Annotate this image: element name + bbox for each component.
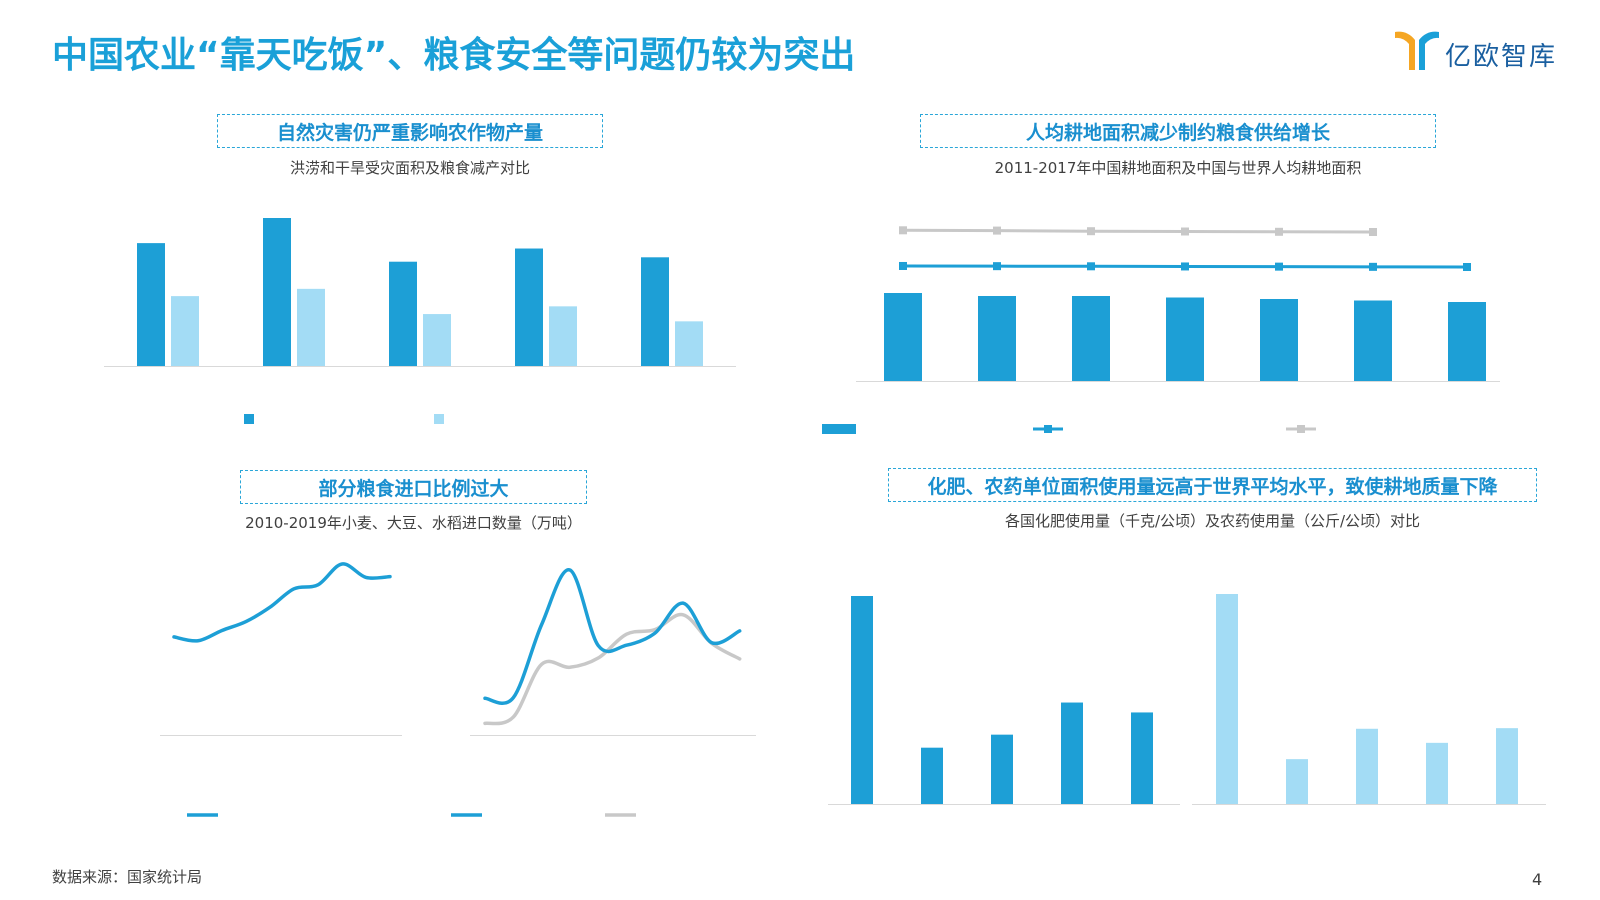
logo-text: 亿欧智库 bbox=[1445, 42, 1558, 72]
bar-arable-2017 bbox=[1448, 302, 1486, 381]
legend-marker bbox=[1297, 425, 1305, 433]
chart-subtitle-imports: 2010-2019年小麦、大豆、水稻进口数量（万吨） bbox=[245, 514, 582, 532]
bar-fertilizer-中国 bbox=[851, 596, 873, 804]
bar-affected-2017年 bbox=[389, 261, 417, 366]
page-title: 中国农业“靠天吃饭”、粮食安全等问题仍较为突出 bbox=[52, 35, 856, 76]
point-world-2011 bbox=[899, 226, 907, 235]
source-note: 数据来源：国家统计局 bbox=[52, 868, 203, 886]
bar-pesticide-英国 bbox=[1426, 742, 1448, 804]
series-line-wheat bbox=[483, 568, 742, 706]
bar-affected-2019年 bbox=[641, 257, 669, 366]
point-world-2014 bbox=[1181, 227, 1189, 236]
bar-fertilizer-法国 bbox=[991, 734, 1013, 804]
bar-damaged-2018年 bbox=[549, 306, 577, 366]
bar-damaged-2019年 bbox=[675, 321, 703, 366]
bar-pesticide-法国 bbox=[1356, 728, 1378, 804]
bar-fertilizer-英国 bbox=[1061, 702, 1083, 804]
bar-affected-2016年 bbox=[263, 218, 291, 366]
chart-subtitle-fertilizer: 各国化肥使用量（千克/公顷）及农药使用量（公斤/公顷）对比 bbox=[1004, 512, 1421, 530]
series-line-soybean bbox=[172, 562, 392, 643]
bar-arable-2015 bbox=[1260, 299, 1298, 381]
logo-icon bbox=[1395, 31, 1439, 71]
bar-damaged-2016年 bbox=[297, 288, 325, 366]
point-china-2011 bbox=[899, 261, 907, 270]
bar-arable-2013 bbox=[1072, 296, 1110, 381]
legend-marker bbox=[1044, 425, 1052, 433]
bar-pesticide-美国 bbox=[1286, 759, 1308, 804]
point-world-2013 bbox=[1087, 227, 1095, 236]
legend-swatch bbox=[434, 414, 444, 424]
bar-damaged-2017年 bbox=[423, 314, 451, 366]
bar-arable-2016 bbox=[1354, 300, 1392, 381]
series-line-world bbox=[902, 228, 1374, 234]
chart-subtitle-disaster: 洪涝和干旱受灾面积及粮食减产对比 bbox=[289, 159, 530, 177]
bar-affected-2015年 bbox=[137, 243, 165, 366]
bar-arable-2011 bbox=[884, 293, 922, 381]
point-china-2014 bbox=[1181, 262, 1189, 271]
point-china-2017 bbox=[1463, 263, 1471, 271]
legend-swatch bbox=[822, 424, 856, 434]
legend-swatch bbox=[244, 414, 254, 424]
bar-arable-2012 bbox=[978, 296, 1016, 381]
point-china-2013 bbox=[1087, 262, 1095, 271]
point-world-2016 bbox=[1369, 228, 1377, 236]
series-line-rice bbox=[483, 612, 742, 726]
section-title-imports: 部分粮食进口比例过大 bbox=[240, 470, 587, 504]
point-china-2015 bbox=[1275, 262, 1283, 271]
point-world-2012 bbox=[993, 226, 1001, 235]
point-china-2012 bbox=[993, 262, 1001, 271]
bar-affected-2018年 bbox=[515, 248, 543, 366]
section-title-land: 人均耕地面积减少制约粮食供给增长 bbox=[920, 114, 1436, 148]
page-number: 4 bbox=[1532, 870, 1543, 889]
bar-fertilizer-美国 bbox=[921, 747, 943, 804]
bar-fertilizer-日本 bbox=[1131, 712, 1153, 804]
section-title-disaster: 自然灾害仍严重影响农作物产量 bbox=[217, 114, 603, 148]
point-world-2015 bbox=[1275, 227, 1283, 236]
bar-pesticide-德国 bbox=[1496, 728, 1518, 804]
bar-pesticide-中国 bbox=[1216, 594, 1238, 804]
section-title-fertilizer: 化肥、农药单位面积使用量远高于世界平均水平，致使耕地质量下降 bbox=[888, 468, 1537, 502]
chart-subtitle-land: 2011-2017年中国耕地面积及中国与世界人均耕地面积 bbox=[994, 159, 1362, 177]
point-china-2016 bbox=[1369, 262, 1377, 271]
bar-damaged-2015年 bbox=[171, 296, 199, 366]
bar-arable-2014 bbox=[1166, 297, 1204, 381]
